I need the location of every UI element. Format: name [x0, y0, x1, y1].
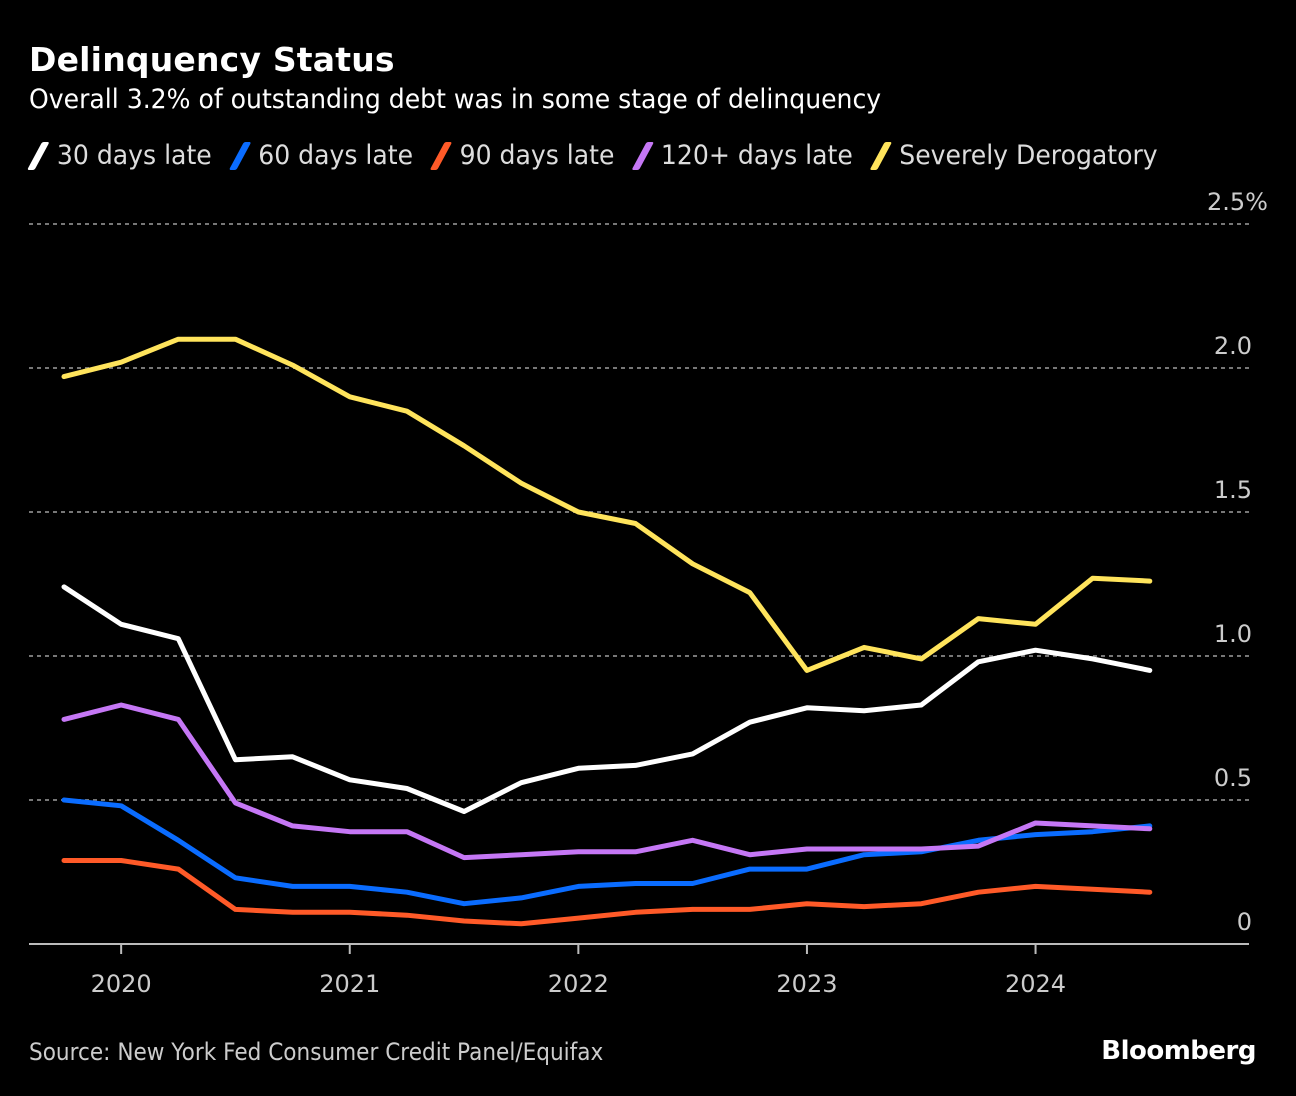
bloomberg-logo: Bloomberg — [1101, 1036, 1256, 1066]
series-line-90-days-late — [61, 858, 1153, 927]
legend-label: Severely Derogatory — [899, 140, 1158, 171]
series-lines — [61, 336, 1153, 927]
y-tick-label: 0 — [1237, 908, 1252, 936]
y-tick-label: 2.0 — [1214, 332, 1252, 360]
legend-label: 120+ days late — [660, 140, 853, 171]
legend-label: 30 days late — [56, 140, 212, 171]
legend-item-30-days: 30 days late — [27, 140, 212, 171]
legend-item-severely-derogatory: Severely Derogatory — [869, 140, 1158, 171]
series-line-30-days-late — [61, 584, 1153, 814]
legend-label: 60 days late — [258, 140, 414, 171]
legend-item-120-days: 120+ days late — [631, 140, 853, 171]
x-tick-label: 2024 — [1005, 970, 1066, 998]
legend-label: 90 days late — [459, 140, 615, 171]
x-tick-label: 2023 — [776, 970, 837, 998]
series-line-60-days-late — [61, 797, 1153, 907]
y-tick-label: 1.5 — [1214, 476, 1252, 504]
x-tick-label: 2020 — [91, 970, 152, 998]
x-tick-label: 2021 — [319, 970, 380, 998]
y-tick-label: 0.5 — [1214, 764, 1252, 792]
x-axis: 2020 2021 2022 2023 2024 — [29, 943, 1249, 998]
legend-item-90-days: 90 days late — [429, 140, 615, 171]
chart-subtitle: Overall 3.2% of outstanding debt was in … — [29, 84, 882, 115]
series-line-severely-derogatory — [61, 336, 1153, 673]
y-tick-label: 1.0 — [1214, 620, 1252, 648]
series-line-120-days-late — [61, 702, 1153, 861]
y-axis: 0 0.5 1.0 1.5 2.0 2.5% — [1207, 188, 1268, 936]
source-note: Source: New York Fed Consumer Credit Pan… — [29, 1038, 604, 1066]
legend-item-60-days: 60 days late — [228, 140, 414, 171]
x-tick-label: 2022 — [548, 970, 609, 998]
y-tick-label: 2.5% — [1207, 188, 1268, 216]
legend: 30 days late 60 days late 90 days late 1… — [27, 140, 1176, 171]
chart-title: Delinquency Status — [29, 40, 395, 79]
